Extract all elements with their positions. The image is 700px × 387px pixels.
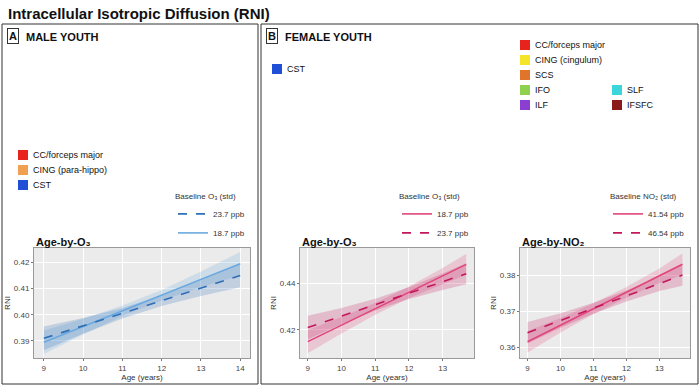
svg-text:12: 12 xyxy=(622,364,631,373)
svg-text:18.7 ppb: 18.7 ppb xyxy=(213,229,245,238)
svg-text:CST: CST xyxy=(287,64,306,74)
svg-text:11: 11 xyxy=(118,364,127,373)
svg-text:Age (years): Age (years) xyxy=(366,373,408,382)
svg-text:0.38: 0.38 xyxy=(500,271,516,280)
svg-text:SLF: SLF xyxy=(627,85,644,95)
svg-text:0.42: 0.42 xyxy=(14,258,30,267)
svg-text:RNI: RNI xyxy=(3,296,12,310)
svg-text:0.36: 0.36 xyxy=(500,343,516,352)
svg-text:CC/forceps major: CC/forceps major xyxy=(33,150,103,160)
svg-text:CC/forceps major: CC/forceps major xyxy=(535,40,605,50)
svg-text:A: A xyxy=(9,30,17,42)
svg-text:FEMALE YOUTH: FEMALE YOUTH xyxy=(285,31,372,43)
svg-text:23.7 ppb: 23.7 ppb xyxy=(437,229,469,238)
svg-text:Baseline O₃ (std): Baseline O₃ (std) xyxy=(399,192,460,201)
svg-text:Age-by-O₃: Age-by-O₃ xyxy=(36,236,91,248)
svg-text:ILF: ILF xyxy=(535,100,549,110)
svg-text:41.54 ppb: 41.54 ppb xyxy=(648,210,684,219)
svg-text:CING (cingulum): CING (cingulum) xyxy=(535,55,602,65)
svg-text:MALE YOUTH: MALE YOUTH xyxy=(26,31,99,43)
svg-text:IFO: IFO xyxy=(535,85,550,95)
svg-text:0.40: 0.40 xyxy=(14,311,30,320)
svg-text:Intracellular Isotropic Diffus: Intracellular Isotropic Diffusion (RNI) xyxy=(8,5,270,22)
svg-text:9: 9 xyxy=(525,364,530,373)
svg-text:11: 11 xyxy=(589,364,598,373)
svg-text:0.37: 0.37 xyxy=(500,307,516,316)
svg-text:9: 9 xyxy=(306,364,311,373)
svg-text:0.39: 0.39 xyxy=(14,337,30,346)
svg-text:RNI: RNI xyxy=(489,296,498,310)
svg-text:0.41: 0.41 xyxy=(14,284,30,293)
svg-text:23.7 ppb: 23.7 ppb xyxy=(213,210,245,219)
svg-text:10: 10 xyxy=(337,364,346,373)
svg-text:11: 11 xyxy=(371,364,380,373)
svg-text:0.42: 0.42 xyxy=(280,326,296,335)
svg-text:14: 14 xyxy=(236,364,245,373)
svg-text:0.44: 0.44 xyxy=(280,279,296,288)
svg-text:12: 12 xyxy=(404,364,413,373)
svg-text:RNI: RNI xyxy=(269,296,278,310)
svg-text:B: B xyxy=(268,30,276,42)
svg-text:Baseline O₃ (std): Baseline O₃ (std) xyxy=(175,192,236,201)
svg-text:46.54 ppb: 46.54 ppb xyxy=(648,229,684,238)
svg-text:13: 13 xyxy=(196,364,205,373)
svg-text:Baseline NO₂ (std): Baseline NO₂ (std) xyxy=(610,192,677,201)
svg-text:9: 9 xyxy=(42,364,47,373)
svg-text:Age (years): Age (years) xyxy=(584,373,626,382)
svg-text:18.7 ppb: 18.7 ppb xyxy=(437,210,469,219)
svg-text:IFSFC: IFSFC xyxy=(627,100,653,110)
svg-text:12: 12 xyxy=(157,364,166,373)
svg-text:10: 10 xyxy=(79,364,88,373)
svg-text:CST: CST xyxy=(33,180,52,190)
svg-text:Age-by-O₃: Age-by-O₃ xyxy=(302,236,357,248)
svg-text:13: 13 xyxy=(438,364,447,373)
svg-text:13: 13 xyxy=(655,364,664,373)
svg-text:SCS: SCS xyxy=(535,70,554,80)
svg-text:Age-by-NO₂: Age-by-NO₂ xyxy=(522,236,584,248)
svg-text:10: 10 xyxy=(556,364,565,373)
svg-text:Age (years): Age (years) xyxy=(121,373,163,382)
svg-text:CING (para-hippo): CING (para-hippo) xyxy=(33,165,107,175)
